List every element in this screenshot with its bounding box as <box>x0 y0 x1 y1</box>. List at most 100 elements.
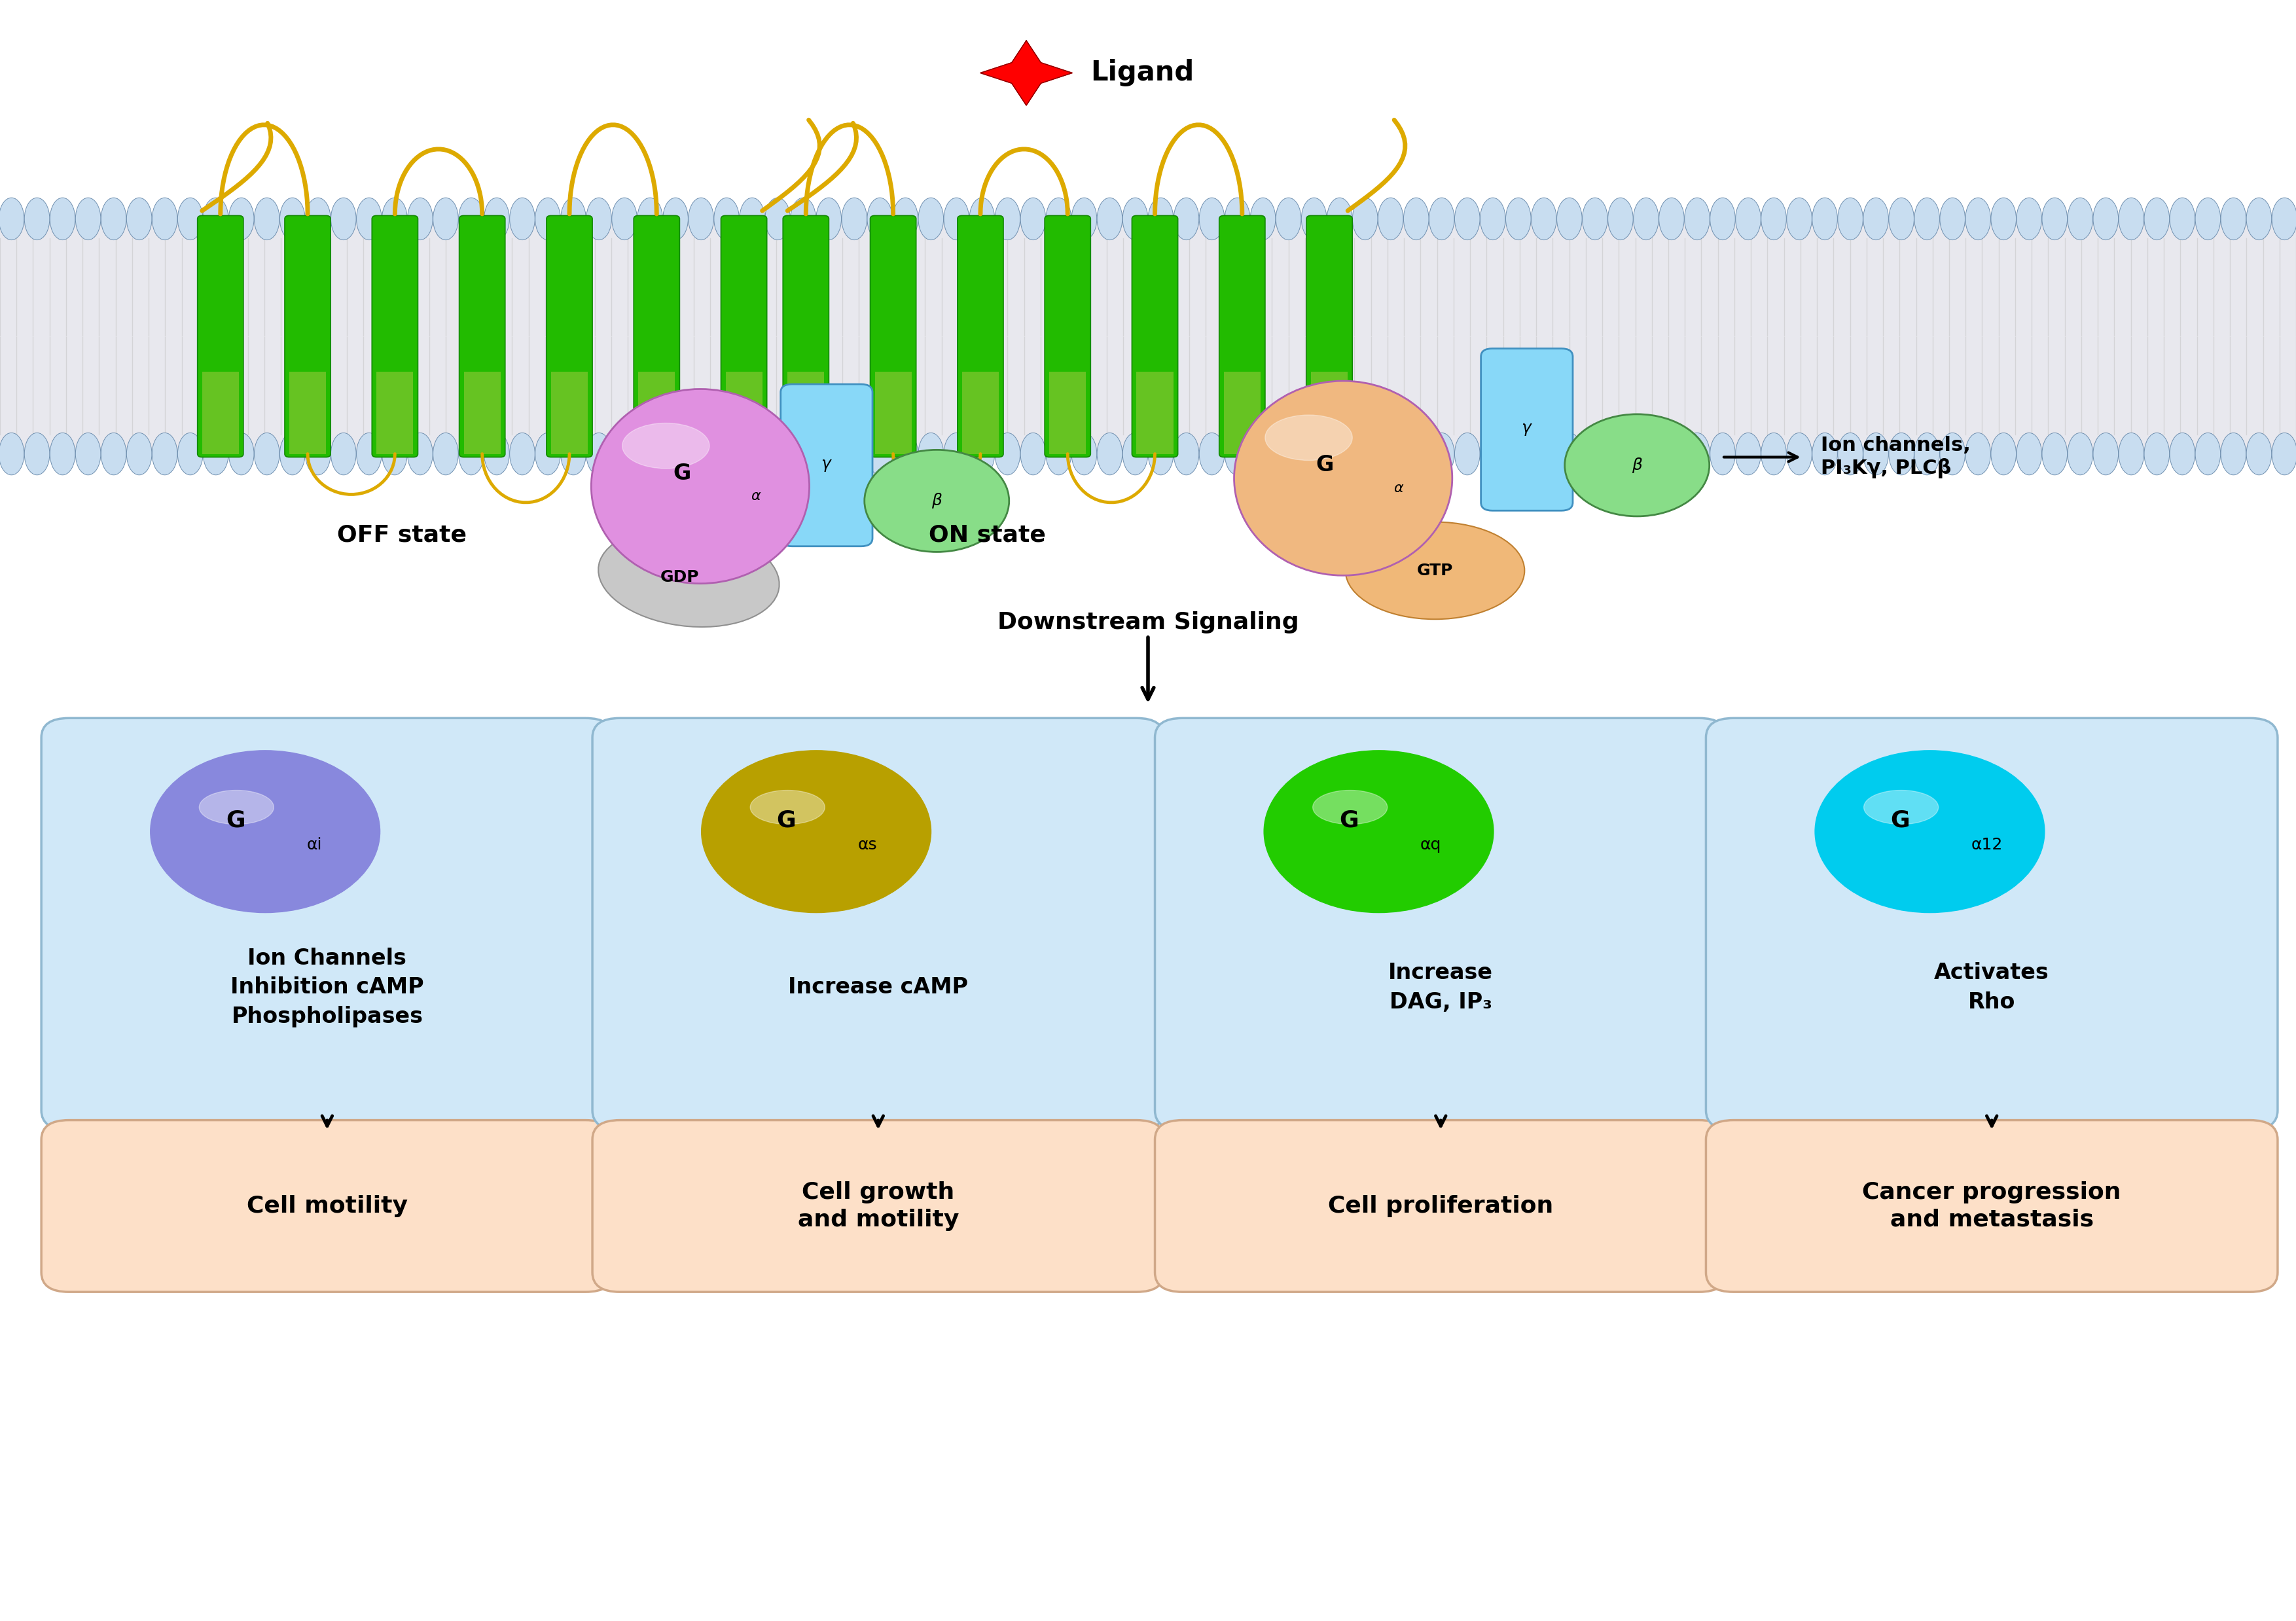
Ellipse shape <box>944 433 969 475</box>
FancyBboxPatch shape <box>372 216 418 457</box>
Ellipse shape <box>152 433 177 475</box>
Ellipse shape <box>1506 198 1531 240</box>
Ellipse shape <box>2195 198 2220 240</box>
Ellipse shape <box>1991 198 2016 240</box>
Ellipse shape <box>1711 198 1736 240</box>
Ellipse shape <box>331 198 356 240</box>
Ellipse shape <box>126 198 152 240</box>
FancyBboxPatch shape <box>875 371 912 454</box>
Text: αq: αq <box>1419 836 1442 853</box>
Ellipse shape <box>1991 433 2016 475</box>
FancyBboxPatch shape <box>1045 216 1091 457</box>
Text: ON state: ON state <box>930 524 1045 546</box>
Ellipse shape <box>2271 198 2296 240</box>
Text: $\gamma$: $\gamma$ <box>820 457 833 473</box>
Text: Cancer progression
and metastasis: Cancer progression and metastasis <box>1862 1182 2122 1230</box>
FancyBboxPatch shape <box>551 371 588 454</box>
Ellipse shape <box>1761 198 1786 240</box>
Ellipse shape <box>1047 198 1072 240</box>
Ellipse shape <box>1224 198 1249 240</box>
Ellipse shape <box>918 433 944 475</box>
Text: Cell proliferation: Cell proliferation <box>1327 1195 1554 1217</box>
Ellipse shape <box>434 198 459 240</box>
Ellipse shape <box>1173 198 1199 240</box>
Ellipse shape <box>2069 198 2094 240</box>
Ellipse shape <box>765 198 790 240</box>
FancyBboxPatch shape <box>285 216 331 457</box>
Ellipse shape <box>1097 198 1123 240</box>
Ellipse shape <box>2245 433 2271 475</box>
Ellipse shape <box>356 198 381 240</box>
Ellipse shape <box>1557 198 1582 240</box>
Ellipse shape <box>484 433 510 475</box>
Ellipse shape <box>739 198 765 240</box>
Ellipse shape <box>305 198 331 240</box>
Ellipse shape <box>585 433 611 475</box>
FancyBboxPatch shape <box>592 718 1164 1130</box>
FancyBboxPatch shape <box>1311 371 1348 454</box>
Ellipse shape <box>535 198 560 240</box>
FancyBboxPatch shape <box>726 371 762 454</box>
Ellipse shape <box>664 198 689 240</box>
Circle shape <box>1814 751 2043 913</box>
Ellipse shape <box>230 433 255 475</box>
Ellipse shape <box>863 449 1008 551</box>
Ellipse shape <box>2220 433 2245 475</box>
Ellipse shape <box>2041 433 2066 475</box>
Ellipse shape <box>200 791 273 825</box>
FancyBboxPatch shape <box>1049 371 1086 454</box>
Ellipse shape <box>1632 433 1658 475</box>
FancyBboxPatch shape <box>1706 718 2278 1130</box>
Ellipse shape <box>1403 198 1428 240</box>
Ellipse shape <box>51 433 76 475</box>
Ellipse shape <box>1557 433 1582 475</box>
Ellipse shape <box>751 791 824 825</box>
Ellipse shape <box>1915 433 1940 475</box>
FancyBboxPatch shape <box>197 216 243 457</box>
Ellipse shape <box>459 433 484 475</box>
Ellipse shape <box>76 198 101 240</box>
Ellipse shape <box>893 433 918 475</box>
Ellipse shape <box>1837 198 1862 240</box>
Ellipse shape <box>2195 433 2220 475</box>
FancyBboxPatch shape <box>592 1120 1164 1292</box>
Ellipse shape <box>638 433 664 475</box>
Ellipse shape <box>25 198 51 240</box>
Ellipse shape <box>1378 433 1403 475</box>
Ellipse shape <box>1915 198 1940 240</box>
Text: OFF state: OFF state <box>338 524 466 546</box>
Ellipse shape <box>1531 198 1557 240</box>
Ellipse shape <box>664 433 689 475</box>
Ellipse shape <box>510 198 535 240</box>
Ellipse shape <box>459 198 484 240</box>
Ellipse shape <box>2144 198 2170 240</box>
Ellipse shape <box>1302 433 1327 475</box>
FancyBboxPatch shape <box>1155 1120 1727 1292</box>
Ellipse shape <box>1403 433 1428 475</box>
Ellipse shape <box>1632 198 1658 240</box>
Ellipse shape <box>305 433 331 475</box>
Ellipse shape <box>689 433 714 475</box>
Text: Activates
Rho: Activates Rho <box>1933 961 2050 1013</box>
Ellipse shape <box>126 433 152 475</box>
FancyBboxPatch shape <box>41 718 613 1130</box>
FancyBboxPatch shape <box>1306 216 1352 457</box>
Ellipse shape <box>1352 198 1378 240</box>
Ellipse shape <box>2094 198 2119 240</box>
Ellipse shape <box>406 198 432 240</box>
Text: α12: α12 <box>1970 836 2002 853</box>
Ellipse shape <box>739 433 765 475</box>
Text: GTP: GTP <box>1417 562 1453 579</box>
FancyBboxPatch shape <box>870 216 916 457</box>
Ellipse shape <box>560 433 585 475</box>
Ellipse shape <box>202 433 227 475</box>
Ellipse shape <box>689 198 714 240</box>
Text: Cell growth
and motility: Cell growth and motility <box>797 1182 960 1230</box>
Ellipse shape <box>1148 433 1173 475</box>
Ellipse shape <box>1327 198 1352 240</box>
Ellipse shape <box>1173 433 1199 475</box>
Ellipse shape <box>599 527 778 627</box>
Ellipse shape <box>381 198 406 240</box>
Text: G: G <box>673 462 691 485</box>
Ellipse shape <box>1428 433 1453 475</box>
